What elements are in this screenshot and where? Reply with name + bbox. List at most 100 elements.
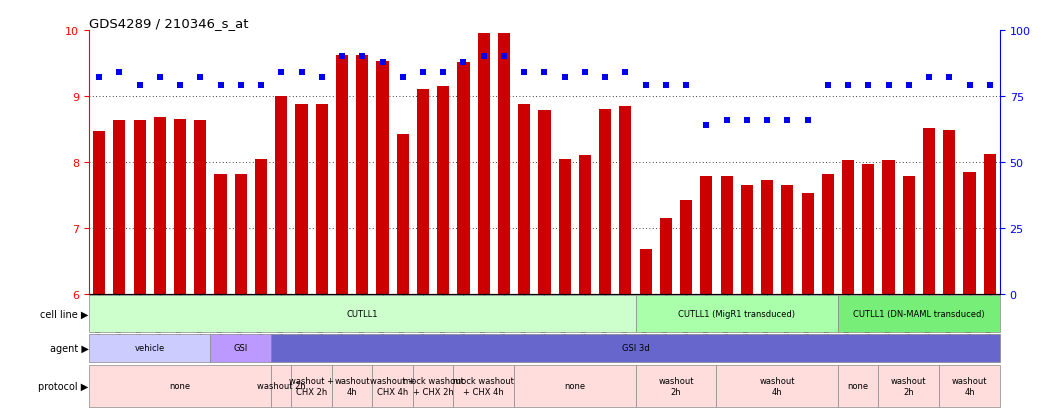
Point xyxy=(840,83,856,90)
Bar xyxy=(883,161,894,294)
Point xyxy=(556,75,573,82)
Point xyxy=(677,83,694,90)
Point xyxy=(111,70,128,76)
Point xyxy=(799,117,816,123)
Text: protocol ▶: protocol ▶ xyxy=(39,381,89,391)
Point xyxy=(941,75,958,82)
Bar xyxy=(559,159,571,294)
Point xyxy=(91,75,108,82)
Bar xyxy=(291,365,332,407)
Bar xyxy=(681,201,692,294)
Point xyxy=(516,70,533,76)
Bar xyxy=(878,365,939,407)
Bar xyxy=(413,365,453,407)
Point xyxy=(232,83,249,90)
Bar xyxy=(636,295,838,332)
Point xyxy=(455,59,472,66)
Bar xyxy=(579,156,591,294)
Text: washout
2h: washout 2h xyxy=(891,376,927,396)
Bar xyxy=(781,185,794,294)
Point xyxy=(860,83,876,90)
Text: GSI 3d: GSI 3d xyxy=(622,344,649,353)
Point xyxy=(779,117,796,123)
Bar xyxy=(438,87,449,294)
Bar xyxy=(174,120,186,294)
Bar xyxy=(498,33,510,294)
Bar xyxy=(336,56,348,294)
Bar xyxy=(939,365,1000,407)
Point xyxy=(152,75,169,82)
Bar xyxy=(356,56,369,294)
Text: agent ▶: agent ▶ xyxy=(49,343,89,353)
Bar xyxy=(215,174,226,294)
Point xyxy=(354,54,371,61)
Bar xyxy=(89,295,636,332)
Bar xyxy=(373,365,413,407)
Point xyxy=(131,83,148,90)
Point xyxy=(273,70,290,76)
Bar xyxy=(255,160,267,294)
Text: none: none xyxy=(170,381,191,390)
Point xyxy=(172,83,188,90)
Text: cell line ▶: cell line ▶ xyxy=(40,309,89,318)
Bar xyxy=(761,181,773,294)
Bar xyxy=(943,131,955,294)
Bar xyxy=(720,177,733,294)
Bar xyxy=(514,365,636,407)
Bar xyxy=(741,185,753,294)
Bar xyxy=(538,111,551,294)
Text: CUTLL1 (MigR1 transduced): CUTLL1 (MigR1 transduced) xyxy=(678,309,796,318)
Point xyxy=(495,54,512,61)
Text: mock washout
+ CHX 2h: mock washout + CHX 2h xyxy=(403,376,464,396)
Bar xyxy=(154,118,165,294)
Bar xyxy=(134,121,146,294)
Point xyxy=(638,83,654,90)
Text: CUTLL1 (DN-MAML transduced): CUTLL1 (DN-MAML transduced) xyxy=(853,309,985,318)
Point xyxy=(820,83,837,90)
Text: mock washout
+ CHX 4h: mock washout + CHX 4h xyxy=(453,376,514,396)
Point xyxy=(738,117,755,123)
Bar xyxy=(477,33,490,294)
Bar xyxy=(210,335,271,362)
Bar xyxy=(332,365,373,407)
Point xyxy=(415,70,431,76)
Bar xyxy=(113,121,126,294)
Bar xyxy=(295,104,308,294)
Bar xyxy=(271,335,1000,362)
Point xyxy=(577,70,594,76)
Bar xyxy=(599,110,611,294)
Bar xyxy=(453,365,514,407)
Text: none: none xyxy=(564,381,585,390)
Point xyxy=(192,75,208,82)
Bar xyxy=(620,107,631,294)
Bar xyxy=(458,62,469,294)
Bar xyxy=(275,97,287,294)
Bar xyxy=(700,177,712,294)
Bar xyxy=(417,90,429,294)
Bar xyxy=(863,164,874,294)
Bar xyxy=(195,121,206,294)
Bar xyxy=(271,365,291,407)
Point xyxy=(536,70,553,76)
Point xyxy=(293,70,310,76)
Point xyxy=(252,83,269,90)
Bar xyxy=(377,62,388,294)
Point xyxy=(900,83,917,90)
Point xyxy=(213,83,229,90)
Bar xyxy=(963,172,976,294)
Bar xyxy=(903,177,915,294)
Text: washout
4h: washout 4h xyxy=(334,376,370,396)
Point xyxy=(475,54,492,61)
Bar xyxy=(636,365,716,407)
Bar xyxy=(93,131,105,294)
Bar xyxy=(984,154,996,294)
Bar xyxy=(518,104,530,294)
Point xyxy=(718,117,735,123)
Text: washout
4h: washout 4h xyxy=(759,376,795,396)
Point xyxy=(961,83,978,90)
Text: GDS4289 / 210346_s_at: GDS4289 / 210346_s_at xyxy=(89,17,248,30)
Point xyxy=(334,54,351,61)
Point xyxy=(597,75,614,82)
Point xyxy=(881,83,897,90)
Bar xyxy=(802,194,814,294)
